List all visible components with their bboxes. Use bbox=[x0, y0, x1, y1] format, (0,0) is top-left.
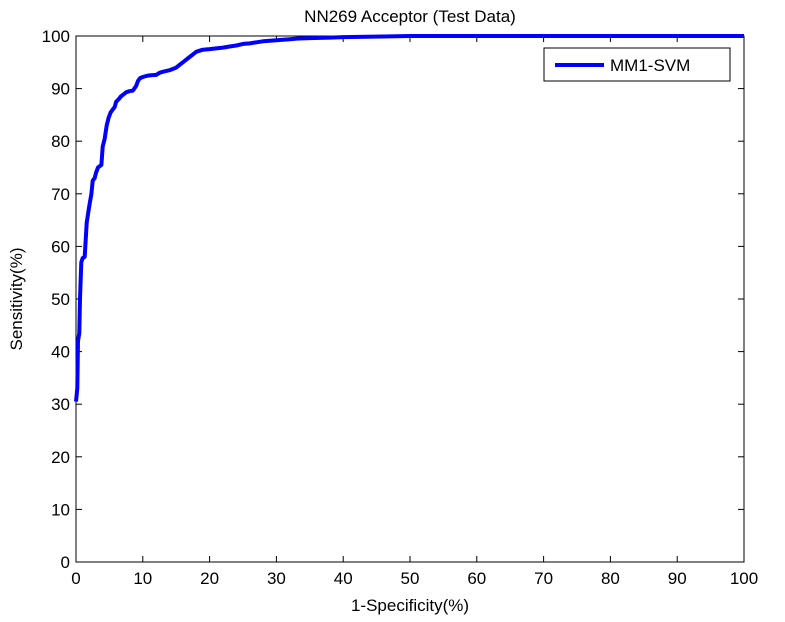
x-tick-label-10: 100 bbox=[730, 569, 758, 588]
y-tick-label-0: 0 bbox=[61, 553, 70, 572]
y-axis-ticks: 0 10 20 30 40 50 60 70 80 90 100 bbox=[42, 27, 744, 572]
x-tick-label-9: 90 bbox=[668, 569, 687, 588]
series-line-0 bbox=[74, 34, 744, 402]
y-tick-label-4: 40 bbox=[51, 343, 70, 362]
y-tick-label-10: 100 bbox=[42, 27, 70, 46]
x-tick-label-0: 0 bbox=[71, 569, 80, 588]
x-axis-ticks: 0 10 20 30 40 50 60 70 80 90 100 bbox=[71, 36, 758, 588]
x-tick-label-3: 30 bbox=[267, 569, 286, 588]
series-layer bbox=[74, 34, 744, 402]
legend: MM1-SVM bbox=[543, 47, 731, 82]
legend-label-mm1-svm: MM1-SVM bbox=[610, 56, 690, 75]
y-tick-label-2: 20 bbox=[51, 448, 70, 467]
y-tick-label-6: 60 bbox=[51, 237, 70, 256]
x-tick-label-5: 50 bbox=[401, 569, 420, 588]
x-tick-label-6: 60 bbox=[467, 569, 486, 588]
y-axis-label: Sensitivity(%) bbox=[7, 248, 26, 351]
y-tick-label-5: 50 bbox=[51, 290, 70, 309]
x-tick-label-2: 20 bbox=[200, 569, 219, 588]
plot-area: 0 10 20 30 40 50 60 70 80 90 100 0 10 20 30 40 50 60 70 80… bbox=[42, 27, 759, 588]
chart-title: NN269 Acceptor (Test Data) bbox=[304, 7, 516, 26]
x-tick-label-4: 40 bbox=[334, 569, 353, 588]
y-tick-label-8: 80 bbox=[51, 132, 70, 151]
y-tick-label-9: 90 bbox=[51, 80, 70, 99]
x-tick-label-8: 80 bbox=[601, 569, 620, 588]
y-tick-label-7: 70 bbox=[51, 185, 70, 204]
x-tick-label-1: 10 bbox=[133, 569, 152, 588]
y-tick-label-3: 30 bbox=[51, 395, 70, 414]
plot-frame bbox=[75, 35, 745, 563]
x-tick-label-7: 70 bbox=[534, 569, 553, 588]
y-tick-label-1: 10 bbox=[51, 500, 70, 519]
x-axis-label: 1-Specificity(%) bbox=[351, 596, 469, 615]
